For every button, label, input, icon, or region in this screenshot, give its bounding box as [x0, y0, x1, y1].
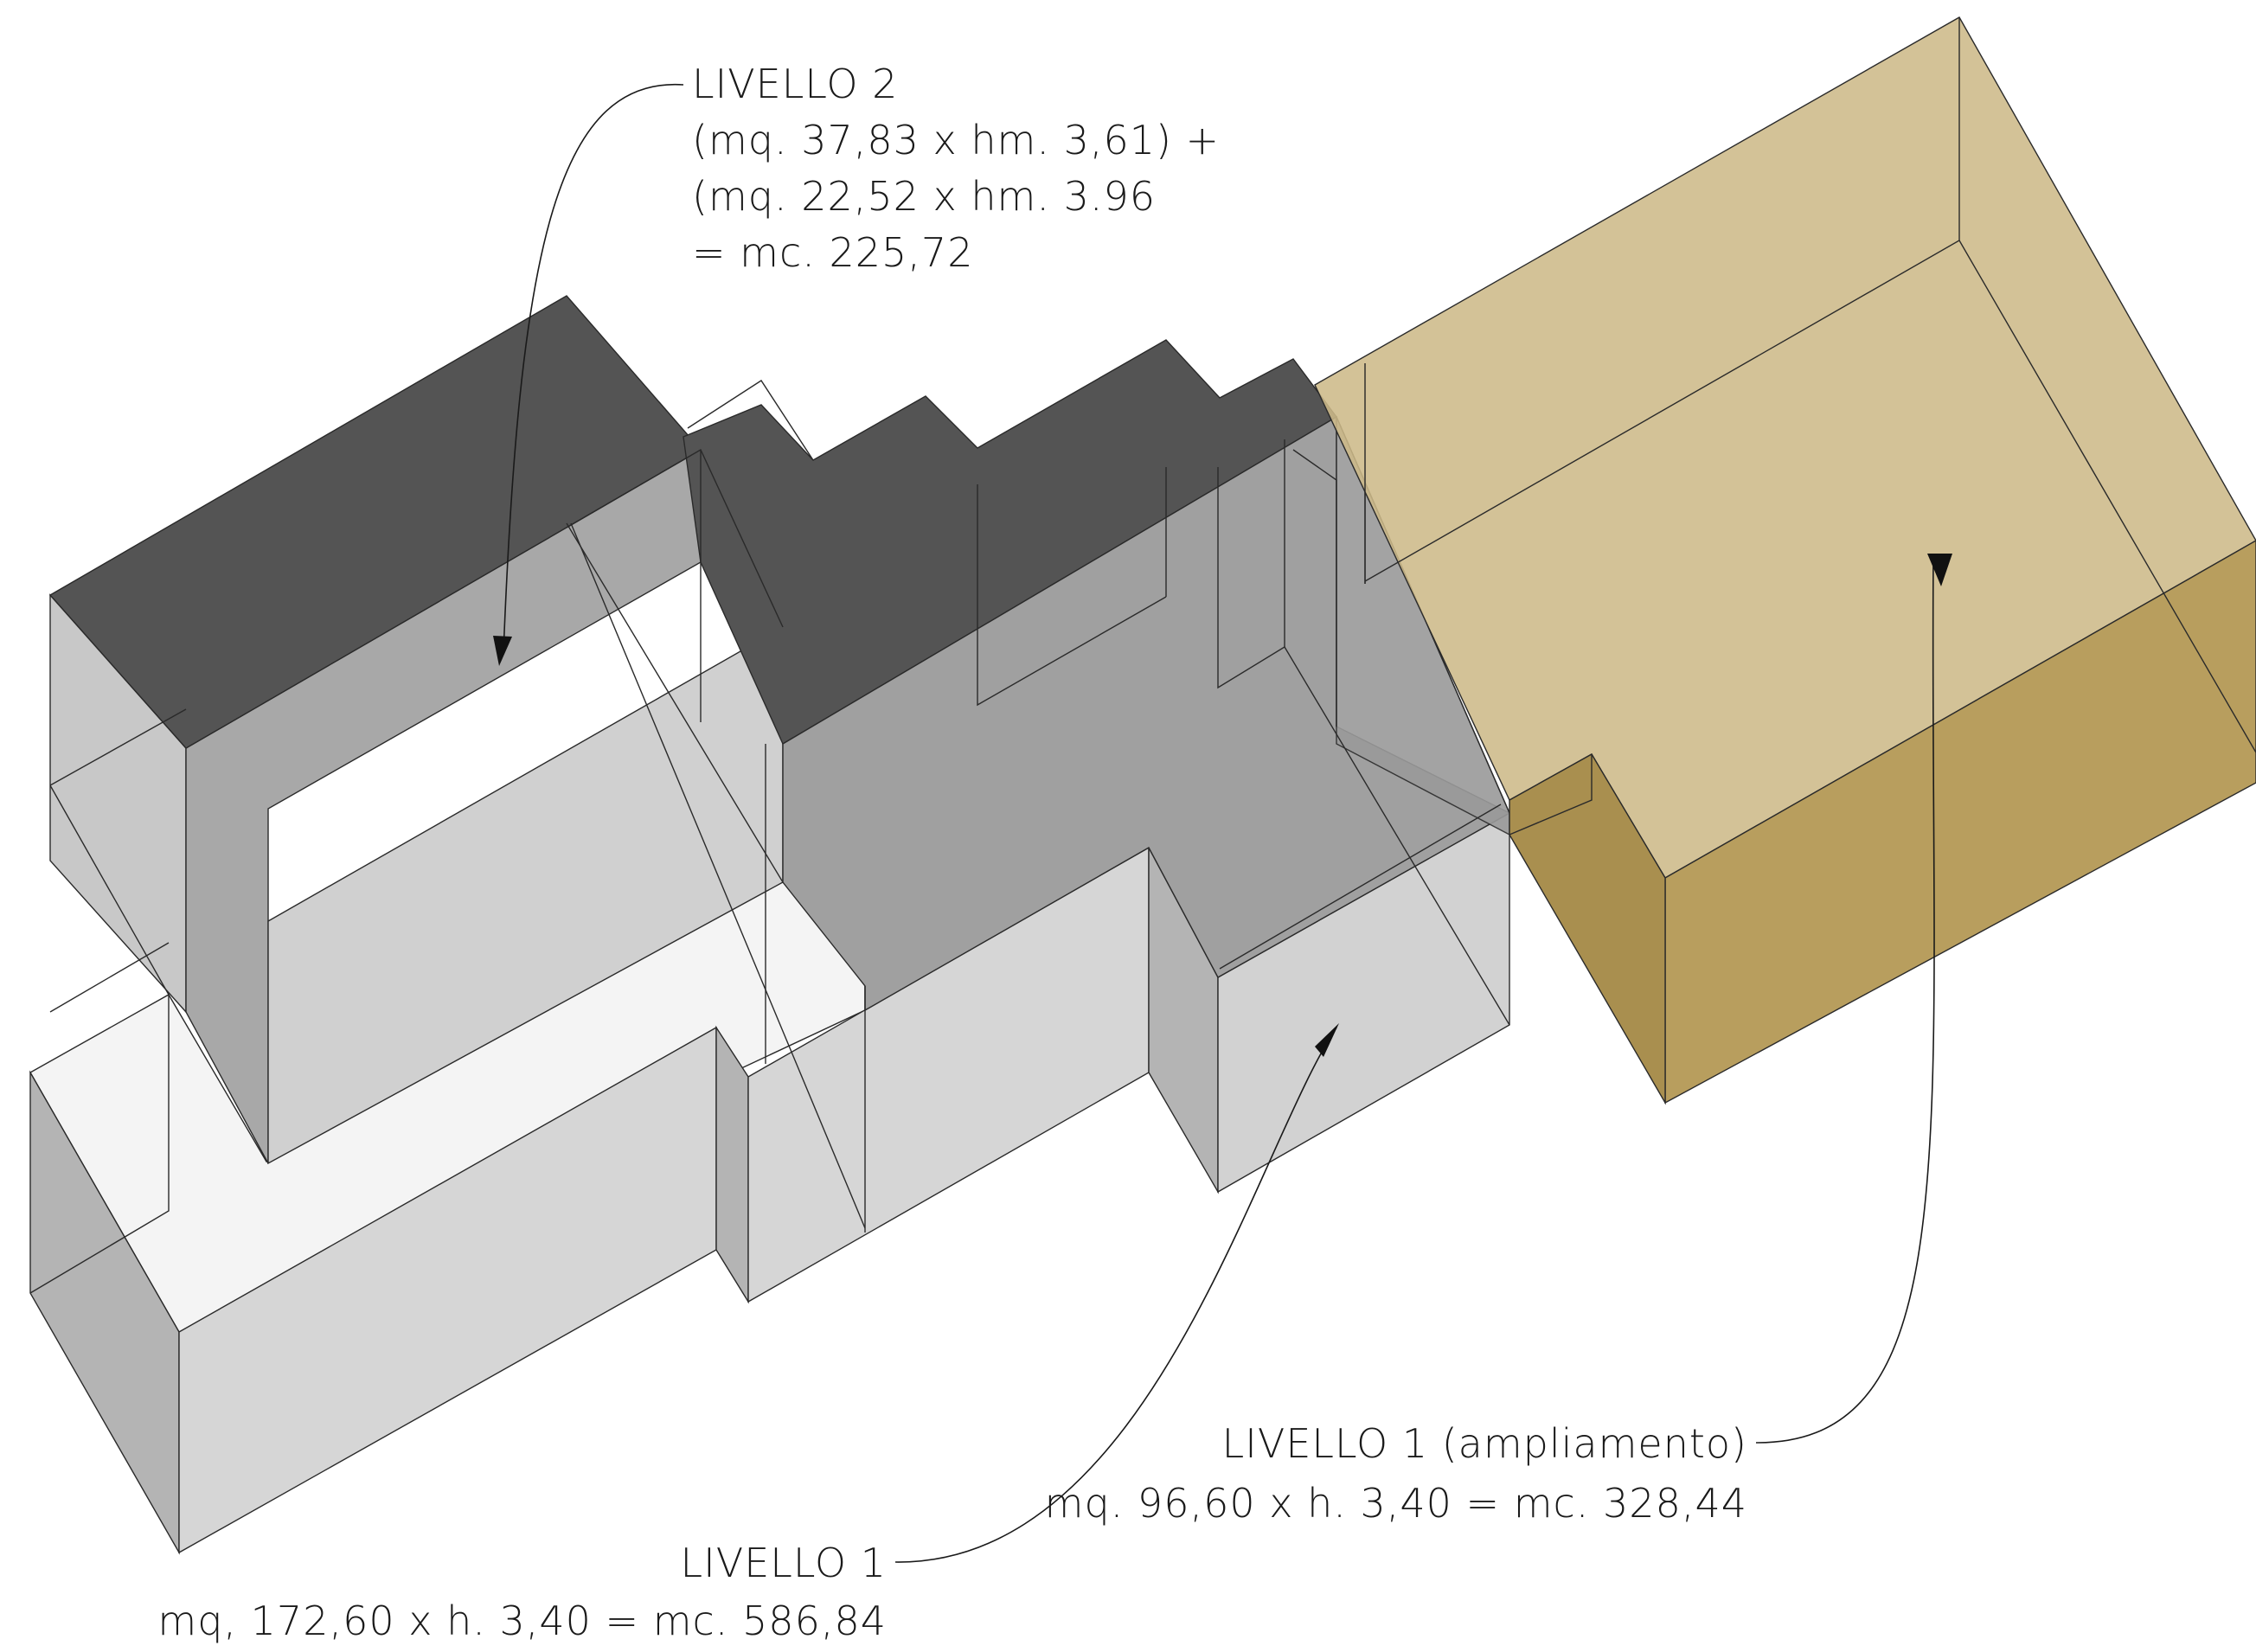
level2-connector-roof — [683, 339, 1338, 745]
livello-2-line2: (mq. 22,52 x hm. 3.96 — [692, 173, 1156, 220]
leader-lines — [493, 83, 1952, 1563]
livello-1-line1: mq, 172,60 x h. 3,40 = mc. 586,84 — [157, 1598, 887, 1644]
arrowhead-ampliamento — [1927, 554, 1952, 586]
arrowhead-livello-2 — [493, 636, 512, 666]
label-livello-2: LIVELLO 2 (mq. 37,83 x hm. 3,61) + (mq. … — [692, 61, 1220, 276]
level1-step-wall — [715, 1025, 749, 1304]
leader-livello-2 — [503, 83, 684, 654]
leader-ampliamento — [1755, 553, 1935, 1444]
ampliamento-title: LIVELLO 1 (ampliamento) — [1222, 1420, 1747, 1467]
leader-livello-1 — [894, 1027, 1337, 1563]
livello-1-title: LIVELLO 1 — [681, 1540, 887, 1586]
ampliamento-line1: mq. 96,60 x h. 3,40 = mc. 328,44 — [1045, 1480, 1747, 1527]
label-livello-1: LIVELLO 1 mq, 172,60 x h. 3,40 = mc. 586… — [157, 1540, 887, 1644]
livello-2-line1: (mq. 37,83 x hm. 3,61) + — [692, 117, 1220, 163]
label-ampliamento: LIVELLO 1 (ampliamento) mq. 96,60 x h. 3… — [1045, 1420, 1747, 1527]
arrowhead-livello-1 — [1315, 1023, 1339, 1057]
livello-2-line3: = mc. 225,72 — [692, 229, 973, 276]
livello-2-volume — [48, 295, 1511, 1165]
livello-2-title: LIVELLO 2 — [692, 61, 898, 107]
ampliamento-volume — [1314, 16, 2256, 1105]
ampliamento-notch-side — [1509, 753, 1666, 1105]
